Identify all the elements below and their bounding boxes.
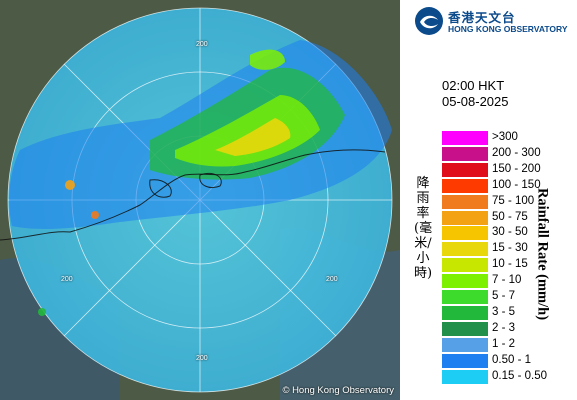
legend-range-label: >300 (492, 131, 518, 143)
legend-item: 50 - 75 (442, 210, 567, 226)
legend-item: 15 - 30 (442, 241, 567, 257)
range-ring-label: 200 (196, 41, 208, 48)
legend-item: 200 - 300 (442, 146, 567, 162)
coastline-island (149, 179, 172, 198)
legend-title-chinese: 降雨率(毫米/小時) (414, 176, 433, 281)
echo-heavy-band (175, 95, 320, 167)
legend-item: 150 - 200 (442, 162, 567, 178)
legend-swatch (442, 337, 488, 352)
echo-intense-core (215, 118, 291, 156)
range-ring-label: 200 (61, 276, 73, 283)
radar-map: 200 200 200 200 © Hong Kong Observatory (0, 0, 400, 400)
legend-swatch (442, 353, 488, 368)
legend-range-label: 50 - 75 (492, 210, 528, 223)
range-ring-label: 200 (326, 276, 338, 283)
coastline-hk-island (199, 172, 222, 189)
range-ring-label: 200 (196, 355, 208, 362)
echo-west-cell (65, 180, 75, 190)
legend-range-label: 200 - 300 (492, 146, 541, 159)
hko-logo: 香港天文台 HONG KONG OBSERVATORY (414, 6, 574, 40)
legend-item: 5 - 7 (442, 289, 567, 305)
legend-range-label: 2 - 3 (492, 321, 516, 334)
legend-range-label: 7 - 10 (492, 274, 522, 287)
legend-swatch (442, 226, 488, 241)
rain-echoes (9, 40, 393, 316)
legend-range-label: 100 - 150 (492, 178, 541, 191)
echo-southwest-cell (91, 211, 99, 219)
legend-range-label: 15 - 30 (492, 242, 528, 255)
legend-item: 0.15 - 0.50 (442, 369, 567, 385)
copyright-notice: © Hong Kong Observatory (282, 385, 394, 396)
timestamp-date: 05-08-2025 (442, 94, 509, 109)
legend-range-label: 5 - 7 (492, 290, 516, 302)
legend-item: 30 - 50 (442, 225, 567, 241)
legend-swatch (442, 146, 488, 161)
legend-range-label: 30 - 50 (492, 226, 528, 239)
legend-swatch (442, 274, 488, 289)
legend-swatch (442, 194, 488, 209)
legend-swatch (442, 321, 488, 336)
coastline-main (0, 149, 386, 241)
legend-range-label: 10 - 15 (492, 258, 528, 271)
timestamp: 02:00 HKT 05-08-2025 (442, 78, 509, 110)
legend-swatch (442, 162, 488, 177)
legend-title-english: Rainfall Rate (mm/h) (534, 187, 551, 321)
legend-swatch (442, 305, 488, 320)
legend-swatch (442, 178, 488, 193)
legend-item: 0.50 - 1 (442, 353, 567, 369)
logo-english-text: HONG KONG OBSERVATORY (448, 24, 568, 34)
legend-item: 2 - 3 (442, 321, 567, 337)
legend-item: 10 - 15 (442, 257, 567, 273)
legend-swatch (442, 242, 488, 257)
legend-range-label: 75 - 100 (492, 194, 535, 207)
radar-map-graphic (0, 0, 400, 400)
legend-range-label: 3 - 5 (492, 305, 516, 318)
logo-chinese-text: 香港天文台 (448, 10, 516, 25)
legend-swatch (442, 369, 488, 384)
legend-swatch (442, 258, 488, 273)
legend-range-label: 0.50 - 1 (492, 353, 531, 366)
legend-item: 1 - 2 (442, 337, 567, 353)
legend-range-label: 1 - 2 (492, 337, 516, 350)
legend-range-label: 150 - 200 (492, 162, 541, 175)
legend-item: 75 - 100 (442, 194, 567, 210)
legend-swatch (442, 131, 488, 145)
coastlines (0, 149, 386, 241)
legend-item: 3 - 5 (442, 305, 567, 321)
legend-swatch (442, 210, 488, 225)
legend-item: 7 - 10 (442, 273, 567, 289)
legend-range-label: 0.15 - 0.50 (492, 369, 547, 382)
legend-item: >300 (442, 130, 567, 146)
hko-logo-icon (415, 7, 443, 35)
echo-north-cell (250, 49, 285, 70)
timestamp-time: 02:00 HKT (442, 78, 505, 93)
echo-far-south-cell (38, 308, 46, 316)
legend-swatch (442, 290, 488, 304)
legend-panel: 香港天文台 HONG KONG OBSERVATORY 02:00 HKT 05… (400, 0, 577, 400)
legend-item: 100 - 150 (442, 178, 567, 194)
